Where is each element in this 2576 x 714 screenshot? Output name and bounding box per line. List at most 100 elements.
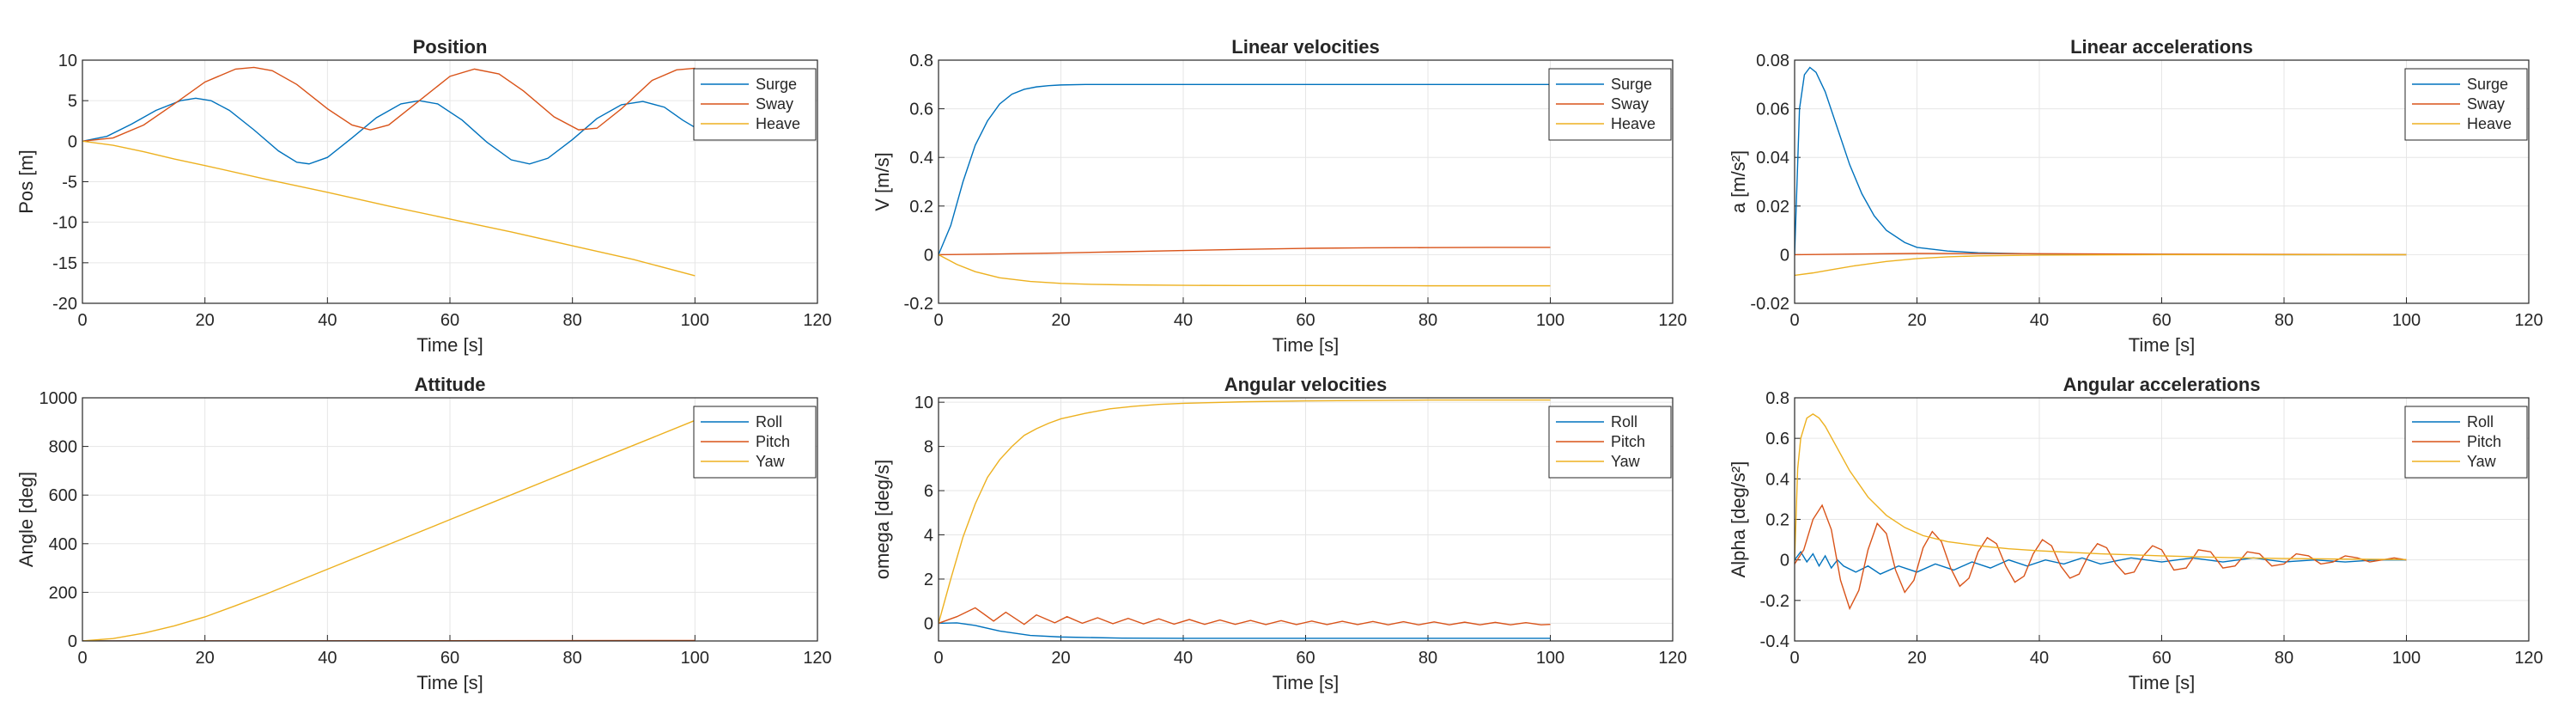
x-axis-label: Time [s] xyxy=(1273,672,1339,693)
legend-label: Heave xyxy=(2467,115,2512,132)
series-line-sway xyxy=(939,247,1551,256)
y-axis-label: V [m/s] xyxy=(872,152,893,211)
x-tick-label: 60 xyxy=(1296,649,1315,668)
x-tick-label: 100 xyxy=(2392,649,2421,668)
chart-title: Position xyxy=(413,36,488,58)
x-tick-label: 120 xyxy=(1658,649,1686,668)
y-tick-label: 0.02 xyxy=(1756,198,1789,217)
legend-label: Heave xyxy=(1611,115,1656,132)
x-tick-label: 120 xyxy=(803,649,831,668)
chart-title: Angular velocities xyxy=(1224,374,1388,395)
x-tick-label: 0 xyxy=(1789,649,1799,668)
x-tick-label: 100 xyxy=(1536,311,1564,330)
y-tick-label: 1000 xyxy=(39,389,78,408)
legend-label: Pitch xyxy=(756,433,790,450)
x-axis-label: Time [s] xyxy=(416,334,483,356)
y-tick-label: 0.8 xyxy=(1765,389,1789,408)
x-tick-label: 80 xyxy=(1419,649,1437,668)
legend: Roll Pitch Yaw xyxy=(693,406,817,479)
x-tick-label: 0 xyxy=(77,649,87,668)
axes-box xyxy=(1794,397,2530,642)
x-tick-label: 60 xyxy=(440,311,459,330)
y-tick-label: 0.4 xyxy=(1765,470,1789,489)
x-tick-label: 40 xyxy=(2030,649,2049,668)
y-tick-label: 10 xyxy=(914,394,933,412)
legend-label: Yaw xyxy=(2467,453,2497,470)
y-axis-label: omega [deg/s] xyxy=(872,460,893,579)
x-tick-label: 40 xyxy=(1174,649,1193,668)
series-line-heave xyxy=(82,140,696,277)
y-tick-label: 800 xyxy=(49,438,77,457)
x-tick-label: 0 xyxy=(933,311,943,330)
x-tick-label: 100 xyxy=(681,649,709,668)
x-tick-label: 120 xyxy=(2514,311,2543,330)
y-tick-label: 2 xyxy=(924,571,933,589)
chart-panel-3: 0 20 40 60 80 100 120 1000 800 600 400 200 0 Attitude… xyxy=(15,374,832,693)
x-tick-label: 120 xyxy=(803,311,831,330)
legend: Roll Pitch Yaw xyxy=(2404,406,2528,479)
legend-label: Yaw xyxy=(1611,453,1641,470)
legend-label: Pitch xyxy=(2467,433,2501,450)
series-line-roll xyxy=(939,622,1551,639)
y-tick-label: 0 xyxy=(1780,552,1789,571)
y-tick-label: 0.6 xyxy=(909,101,933,119)
y-tick-label: -10 xyxy=(52,214,77,233)
y-axis-label: a [m/s²] xyxy=(1728,150,1749,213)
x-tick-label: 0 xyxy=(77,311,87,330)
y-tick-label: 0 xyxy=(1780,246,1789,265)
legend-label: Pitch xyxy=(1611,433,1645,450)
y-tick-label: 6 xyxy=(924,482,933,501)
series-line-surge xyxy=(939,83,1551,255)
y-tick-label: 0 xyxy=(68,632,77,651)
x-tick-label: 60 xyxy=(1296,311,1315,330)
chart-panel-2: 0 20 40 60 80 100 1200.080.060.040.020-0.02Lin… xyxy=(1728,36,2543,356)
x-tick-label: 60 xyxy=(2152,311,2171,330)
x-axis-label: Time [s] xyxy=(416,672,483,693)
x-tick-label: 20 xyxy=(1907,311,1926,330)
chart-panel-0: 0 20 40 60 80 100 120 10 5 0 -5 -10 -15 -20 Position Ti… xyxy=(15,36,832,356)
chart-title: Attitude xyxy=(414,374,485,395)
series-line-yaw xyxy=(1795,413,2407,560)
axes-box xyxy=(82,59,818,304)
series-line-sway xyxy=(82,66,696,143)
y-tick-label: 0 xyxy=(924,614,933,633)
axes-box xyxy=(938,397,1674,642)
x-tick-label: 100 xyxy=(681,311,709,330)
x-axis-label: Time [s] xyxy=(1273,334,1339,356)
x-tick-label: 80 xyxy=(563,311,582,330)
y-tick-label: 0.2 xyxy=(909,198,933,217)
series-line-yaw xyxy=(82,419,696,641)
x-tick-label: 40 xyxy=(1174,311,1193,330)
legend-label: Roll xyxy=(2467,413,2494,430)
x-tick-label: 0 xyxy=(933,649,943,668)
legend-label: Sway xyxy=(756,95,793,113)
y-tick-label: 0 xyxy=(924,246,933,265)
legend-label: Surge xyxy=(2467,76,2508,93)
chart-title: Linear accelerations xyxy=(2070,36,2253,58)
legend: Surge Sway Heave xyxy=(693,68,817,141)
legend-label: Sway xyxy=(1611,95,1649,113)
y-tick-label: 0.08 xyxy=(1756,52,1789,70)
x-tick-label: 100 xyxy=(1536,649,1564,668)
legend-label: Surge xyxy=(1611,76,1652,93)
y-tick-label: 0.2 xyxy=(1765,511,1789,530)
legend: Roll Pitch Yaw xyxy=(1548,406,1672,479)
chart-title: Angular accelerations xyxy=(2063,374,2261,395)
y-tick-label: 0.8 xyxy=(909,52,933,70)
y-tick-label: 0 xyxy=(68,132,77,151)
y-axis-label: Pos [m] xyxy=(15,150,37,214)
y-tick-label: 10 xyxy=(58,52,77,70)
y-tick-label: -20 xyxy=(52,295,77,314)
chart-panel-5: 0 20 40 60 80 100 120 0.8 0.6 0.4 0.2 0 -0.2 -0.4 Angu… xyxy=(1728,374,2543,693)
x-axis-label: Time [s] xyxy=(2129,672,2195,693)
y-axis-label: Alpha [deg/s²] xyxy=(1728,461,1749,578)
legend: Surge Sway Heave xyxy=(1548,68,1672,141)
series-line-pitch xyxy=(1795,503,2407,611)
y-tick-label: 0.6 xyxy=(1765,430,1789,449)
y-tick-label: -15 xyxy=(52,254,77,273)
legend: Surge Sway Heave xyxy=(2404,68,2528,141)
x-tick-label: 80 xyxy=(2275,311,2293,330)
x-tick-label: 20 xyxy=(1051,311,1070,330)
